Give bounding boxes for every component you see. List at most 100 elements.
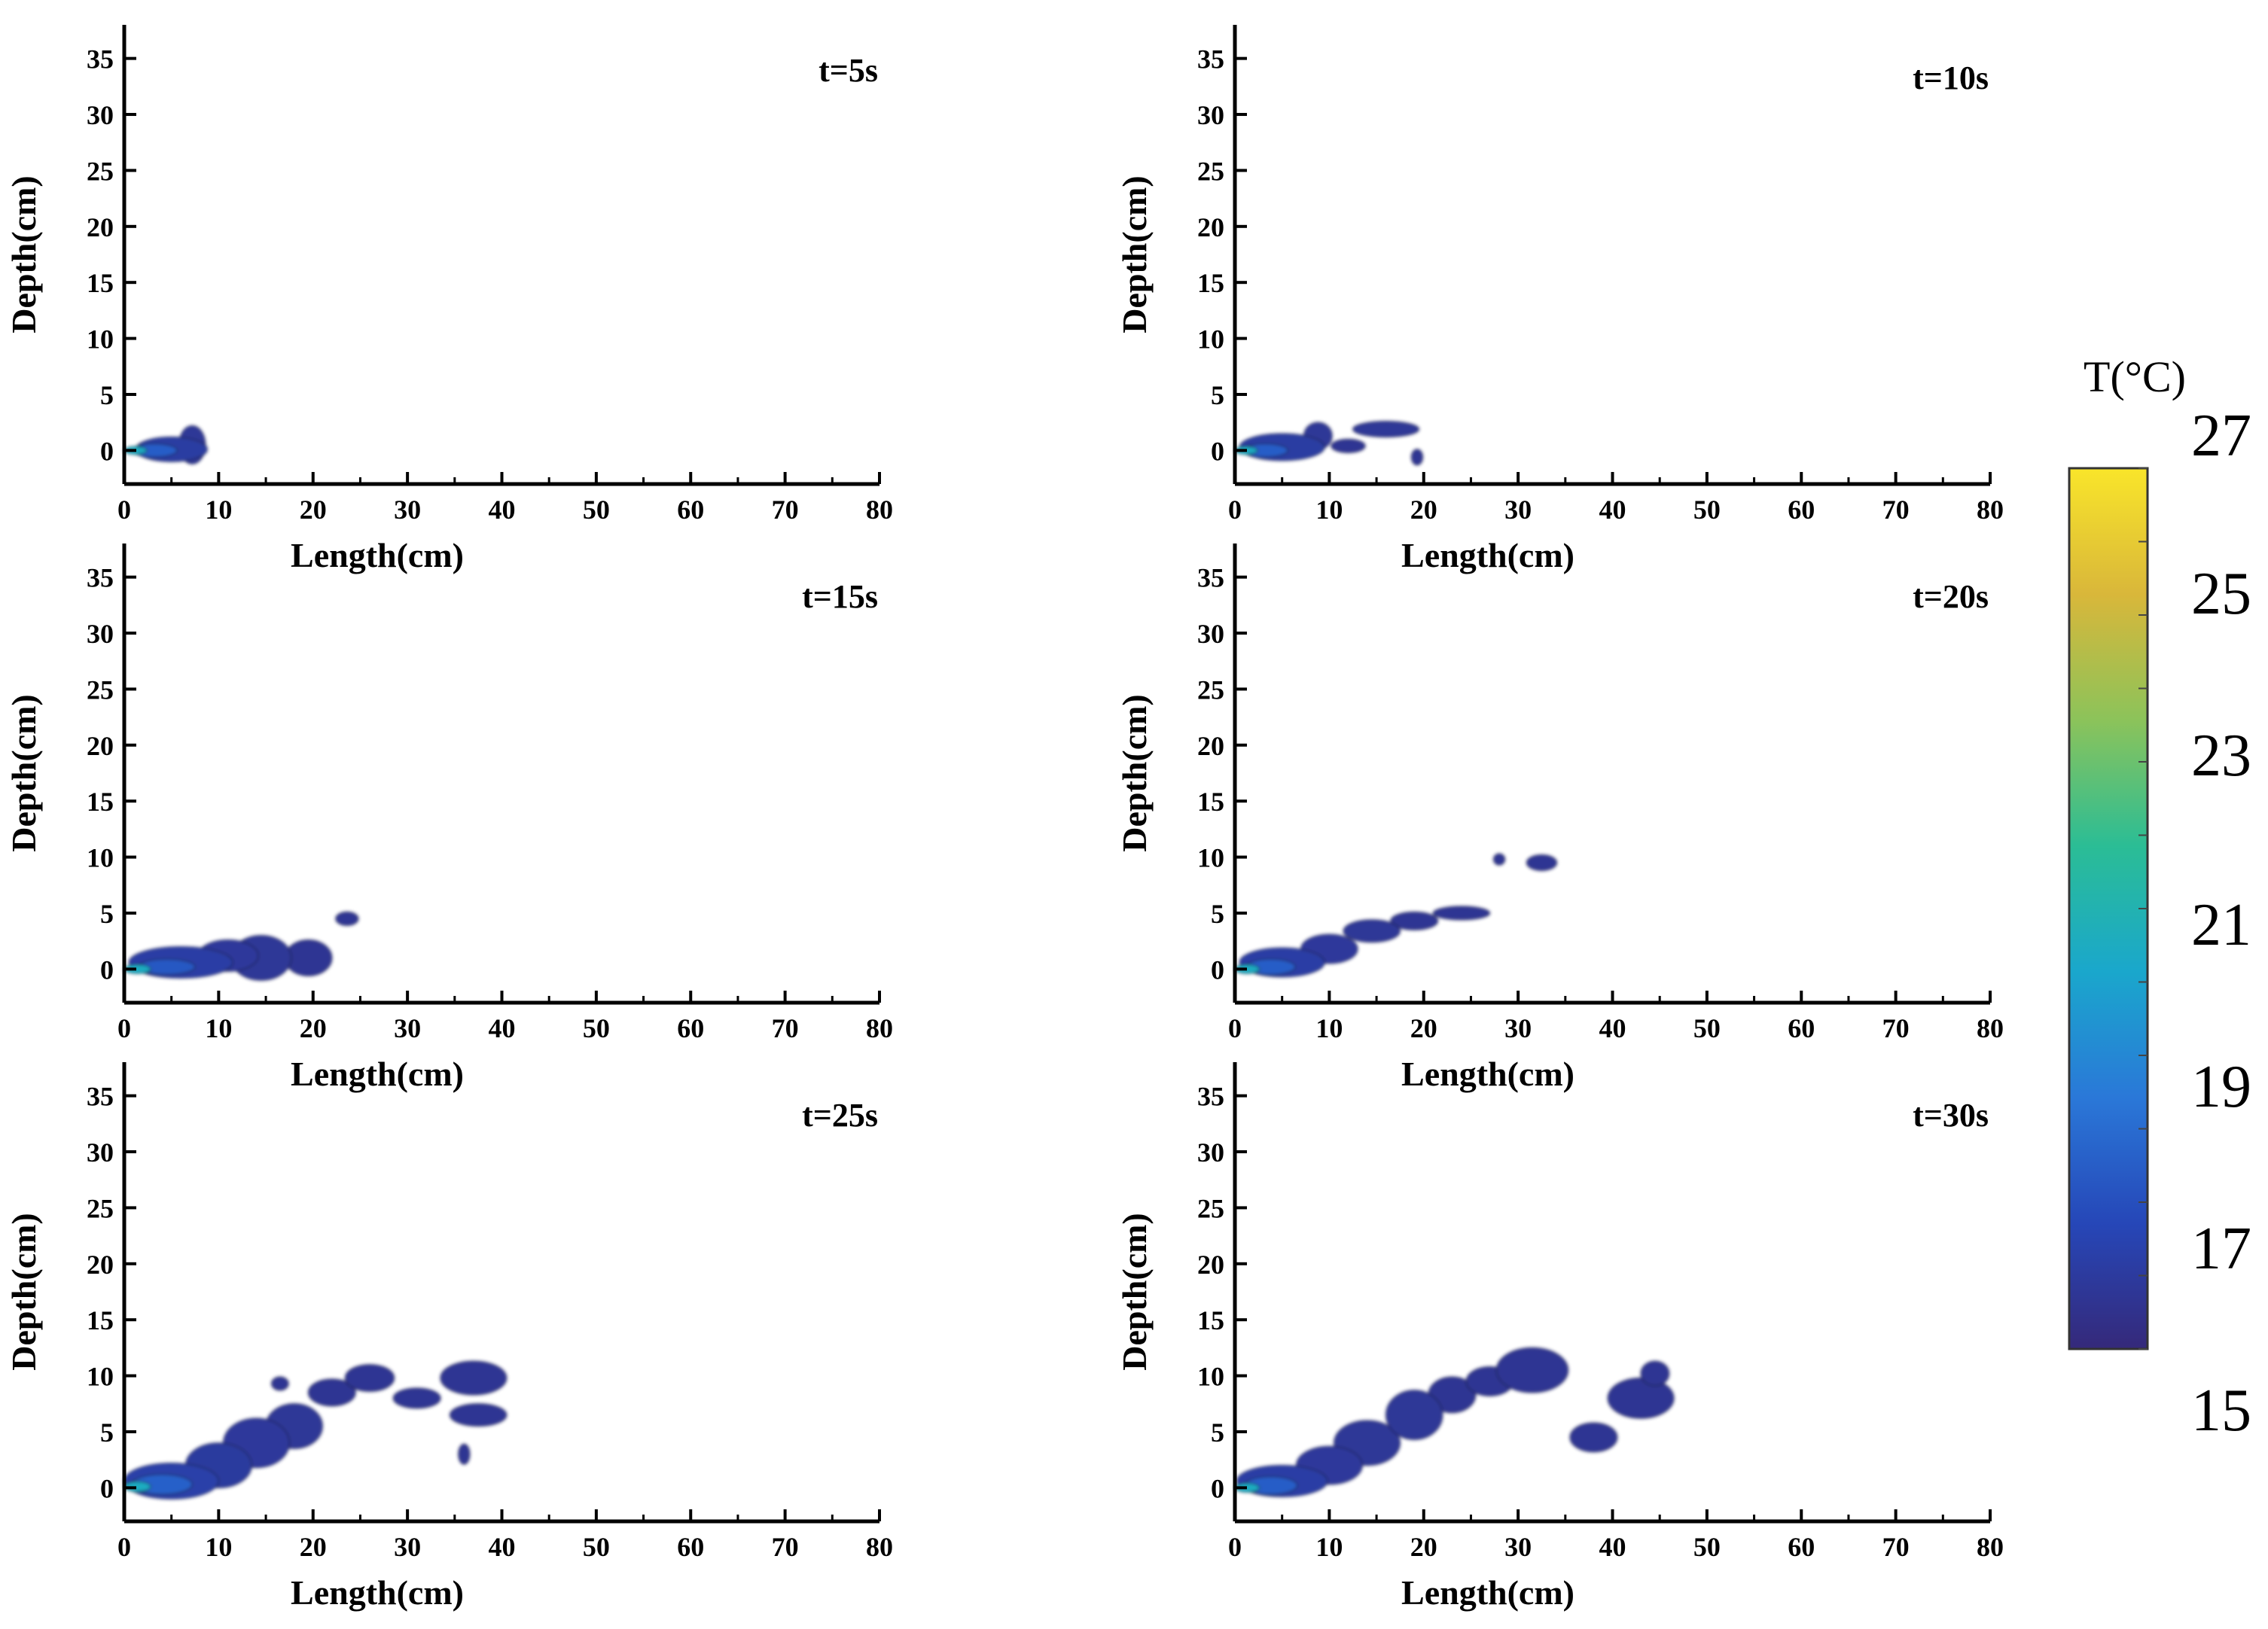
y-tick-label: 30 [1197,100,1224,130]
colorbar-tick-label: 15 [2191,1378,2251,1444]
heat-plume [1234,420,1424,466]
x-tick-label: 70 [1882,1532,1910,1562]
y-tick-label: 20 [1197,1250,1224,1280]
y-tick-label: 15 [1197,1305,1224,1335]
x-axis-label: Length(cm) [1401,1573,1574,1612]
temperature-blob [1607,1377,1675,1420]
y-tick-label: 0 [1211,955,1224,985]
panel-time-label: t=10s [1913,59,1989,96]
x-tick-label: 40 [1599,1532,1626,1562]
colorbar: T(°C) 27 25 23 21 19 17 15 [2068,352,2251,1444]
y-tick-label: 5 [1211,899,1224,929]
x-tick-label: 80 [866,1532,893,1562]
colorbar-tick-label: 17 [2191,1216,2251,1282]
temperature-blob [1343,918,1401,943]
x-tick-label: 30 [1504,1532,1532,1562]
x-tick-label: 80 [1977,495,2004,525]
x-axis-label: Length(cm) [291,536,464,574]
x-axis-label: Length(cm) [1401,1055,1574,1093]
y-tick-label: 25 [87,674,114,705]
temperature-blob [1385,1389,1443,1441]
y-axis-label: Depth(cm) [5,1213,43,1371]
y-tick-label: 10 [87,843,114,873]
y-tick-label: 30 [1197,619,1224,649]
y-tick-label: 5 [100,380,114,410]
y-tick-label: 20 [87,212,114,242]
y-tick-label: 5 [100,1417,114,1448]
x-tick-label: 70 [1882,1013,1910,1043]
y-tick-label: 10 [1197,324,1224,355]
heat-plume [1234,1347,1675,1498]
panel-t15s: t=15s Length(cm) Depth(cm) 0 10 20 30 40 50 60… [5,544,893,1093]
y-tick-label: 10 [1197,1362,1224,1392]
x-axis-label: Length(cm) [291,1573,464,1612]
x-axis-label: Length(cm) [291,1055,464,1093]
colorbar-tick-label: 23 [2191,723,2251,789]
x-tick-label: 60 [1788,495,1815,525]
x-tick-label: 20 [1410,1532,1437,1562]
y-tick-label: 0 [100,436,114,466]
x-tick-label: 50 [583,1532,610,1562]
panel-t20s: t=20s Length(cm) Depth(cm) 0 10 20 30 40 50 60… [1115,544,2004,1093]
x-tick-label: 30 [394,495,421,525]
x-tick-label: 20 [300,1532,327,1562]
y-tick-label: 10 [87,324,114,355]
x-tick-label: 0 [117,495,131,525]
temperature-blob [307,1378,357,1407]
x-tick-label: 80 [866,495,893,525]
x-tick-label: 40 [489,1013,516,1043]
y-tick-label: 25 [87,156,114,186]
x-tick-label: 80 [1977,1532,2004,1562]
x-tick-label: 60 [1788,1013,1815,1043]
y-tick-label: 20 [1197,731,1224,761]
y-tick-label: 10 [1197,843,1224,873]
x-tick-label: 70 [772,1532,799,1562]
temperature-blob [1569,1422,1618,1453]
heat-plume [1234,853,1558,978]
temperature-blob [1526,854,1558,872]
y-tick-label: 20 [87,731,114,761]
temperature-blob [1330,438,1367,454]
x-tick-label: 10 [205,1532,232,1562]
y-axis-label: Depth(cm) [1115,175,1154,333]
y-tick-label: 20 [1197,212,1224,242]
x-tick-label: 40 [1599,1013,1626,1043]
y-tick-label: 35 [1197,44,1224,75]
y-tick-label: 0 [1211,1473,1224,1503]
y-tick-label: 5 [1211,1417,1224,1448]
x-tick-label: 40 [1599,495,1626,525]
panel-time-label: t=5s [818,52,878,89]
x-tick-label: 70 [772,1013,799,1043]
y-tick-label: 15 [1197,787,1224,817]
panel-time-label: t=30s [1913,1097,1989,1134]
x-tick-label: 20 [300,495,327,525]
x-tick-label: 60 [677,1532,704,1562]
x-tick-label: 10 [205,495,232,525]
x-tick-label: 50 [1693,1013,1721,1043]
y-tick-label: 35 [87,1082,114,1112]
x-tick-label: 50 [583,1013,610,1043]
y-tick-label: 10 [87,1362,114,1392]
temperature-blob [344,1363,395,1393]
y-axis-label: Depth(cm) [1115,1213,1154,1371]
panel-t10s: t=10s Length(cm) Depth(cm) 0 10 20 30 40 50 60… [1115,25,2004,574]
colorbar-tick-label: 19 [2191,1054,2251,1120]
panel-time-label: t=15s [802,578,878,615]
x-tick-label: 30 [1504,1013,1532,1043]
temperature-blob [449,1402,508,1427]
temperature-blob [1495,1347,1569,1393]
x-tick-label: 0 [117,1532,131,1562]
x-axis-label: Length(cm) [1401,536,1574,574]
x-tick-label: 50 [1693,1532,1721,1562]
y-axis-label: Depth(cm) [5,694,43,852]
panel-t5s: t=5s Length(cm) Depth(cm) 0 10 20 30 40 50 60 7… [5,25,893,574]
temperature-blob [1352,420,1420,438]
x-tick-label: 50 [1693,495,1721,525]
x-tick-label: 70 [772,495,799,525]
x-tick-label: 20 [300,1013,327,1043]
y-tick-label: 15 [1197,268,1224,298]
x-tick-label: 60 [677,1013,704,1043]
x-tick-label: 0 [1228,1013,1242,1043]
x-tick-label: 20 [1410,1013,1437,1043]
y-tick-label: 30 [87,619,114,649]
